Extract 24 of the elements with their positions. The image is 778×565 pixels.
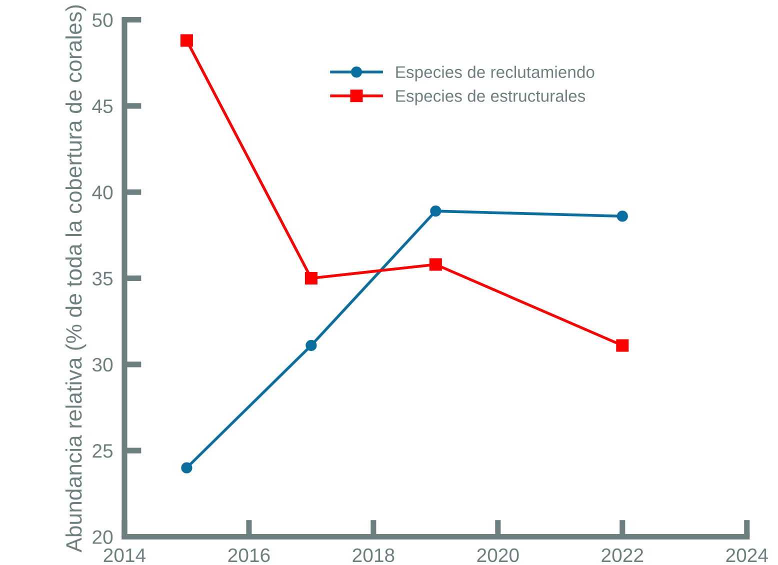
point [429,258,442,271]
y-tick-label: 50 [92,13,113,28]
y-tick-label: 40 [92,186,113,200]
y-axis-title: Abundancia relativa (% de toda la cobertura de corales) [65,5,86,552]
y-tick-label: 45 [92,100,113,114]
point [430,206,442,217]
point [616,210,628,222]
legend-label: Especies de reclutamiendo [396,66,594,82]
y-tick-label: 30 [92,358,113,372]
y-tick-label: 25 [92,444,113,458]
point [616,339,629,352]
y-tick-label: 35 [92,272,113,286]
x-tick-label: 2016 [228,548,270,562]
legend-label: Especies de estructurales [396,90,586,106]
x-tick-label: 2018 [352,548,394,562]
x-tick-label: 2022 [602,548,644,562]
x-tick-label: 2024 [726,548,768,562]
point [306,340,317,352]
x-tick-label: 2020 [477,548,519,562]
point [180,34,193,47]
point [304,272,318,285]
point [181,462,192,474]
y-tick-label: 20 [92,530,113,544]
x-tick-label: 2014 [104,548,146,562]
